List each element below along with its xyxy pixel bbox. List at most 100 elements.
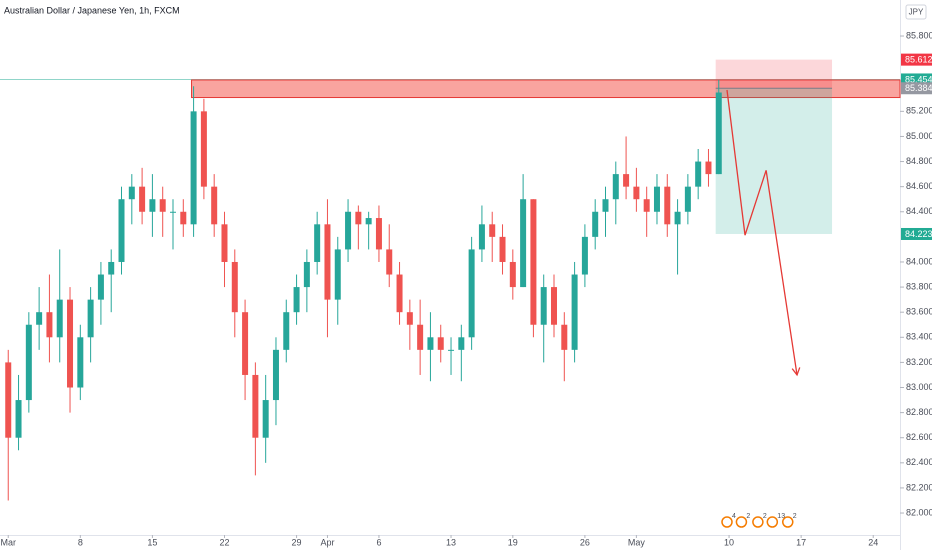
y-tick-label: 83.600 xyxy=(906,307,932,317)
candle-body xyxy=(499,236,506,262)
y-tick-label: 83.800 xyxy=(906,281,932,291)
resistance-zone xyxy=(191,79,901,99)
x-tick-label: Mar xyxy=(0,537,16,547)
candle-body xyxy=(448,349,455,351)
candle-body xyxy=(139,186,146,212)
candle-body xyxy=(97,274,104,300)
y-tick-label: 84.600 xyxy=(906,181,932,191)
y-tick-label: 82.000 xyxy=(906,507,932,517)
event-count: 13 xyxy=(777,513,785,520)
x-tick-label: 8 xyxy=(78,537,83,547)
event-icon[interactable] xyxy=(752,516,764,528)
candle-body xyxy=(345,211,352,250)
candle-body xyxy=(355,211,362,225)
candle-body xyxy=(530,199,537,325)
candle-body xyxy=(540,287,547,325)
candle-body xyxy=(180,211,187,225)
candle-body xyxy=(406,312,413,325)
y-tick-label: 83.200 xyxy=(906,357,932,367)
x-tick-label: 15 xyxy=(147,537,157,547)
candle-body xyxy=(108,261,115,275)
y-tick-label: 85.000 xyxy=(906,131,932,141)
candle-body xyxy=(571,274,578,350)
candle-body xyxy=(551,287,558,325)
candle-body xyxy=(211,186,218,225)
candle-body xyxy=(252,374,259,438)
candle-body xyxy=(520,199,527,288)
y-tick-label: 84.000 xyxy=(906,256,932,266)
candle-body xyxy=(623,174,630,187)
candle-body xyxy=(56,299,63,338)
candle-body xyxy=(283,312,290,350)
candle-body xyxy=(674,211,681,225)
candle-body xyxy=(643,199,650,212)
price-tag xyxy=(901,227,932,240)
candle-body xyxy=(231,261,238,313)
candle-body xyxy=(489,224,496,237)
candle-body xyxy=(478,224,485,250)
y-tick-label: 85.200 xyxy=(906,106,932,116)
event-count: 2 xyxy=(763,513,767,520)
candle-body xyxy=(293,287,300,313)
candle-body xyxy=(653,186,660,212)
candle-body xyxy=(684,186,691,212)
x-tick-label: 10 xyxy=(724,537,734,547)
candle-body xyxy=(77,337,84,388)
event-count: 2 xyxy=(793,513,797,520)
y-tick-label: 83.400 xyxy=(906,332,932,342)
candle-body xyxy=(417,324,424,350)
candle-body xyxy=(149,199,156,212)
price-tag xyxy=(901,82,932,95)
x-tick-label: May xyxy=(628,537,646,547)
price-tag-label: 85.454 xyxy=(905,74,932,84)
candle-body xyxy=(221,224,228,262)
x-tick-label: 13 xyxy=(446,537,456,547)
candle-body xyxy=(15,400,22,438)
candle-body xyxy=(169,211,176,213)
event-count: 4 xyxy=(732,513,736,520)
candle-body xyxy=(396,274,403,313)
stop-zone xyxy=(715,59,833,89)
y-tick-label: 84.800 xyxy=(906,156,932,166)
candle-body xyxy=(427,337,434,350)
event-icon[interactable] xyxy=(766,516,779,528)
candle-body xyxy=(46,312,53,338)
candle-body xyxy=(375,218,382,250)
candle-body xyxy=(386,249,393,275)
y-tick-label: 83.000 xyxy=(906,382,932,392)
price-tag xyxy=(901,53,932,66)
y-tick-label: 82.200 xyxy=(906,482,932,492)
chart-title: Australian Dollar / Japanese Yen, 1h, FX… xyxy=(4,5,180,15)
y-tick-label: 82.800 xyxy=(906,407,932,417)
event-icon[interactable] xyxy=(721,516,733,528)
candle-body xyxy=(262,400,269,438)
candle-body xyxy=(324,224,331,300)
candle-body xyxy=(715,92,722,175)
candle-body xyxy=(5,362,12,438)
y-tick-label: 82.400 xyxy=(906,457,932,467)
x-tick-label: 22 xyxy=(219,537,229,547)
candle-body xyxy=(36,312,43,325)
event-icon[interactable] xyxy=(782,516,794,528)
candle-body xyxy=(87,299,94,338)
y-tick-label: 85.800 xyxy=(906,30,932,40)
event-count: 2 xyxy=(746,513,750,520)
x-tick-label: Apr xyxy=(320,537,334,547)
candle-body xyxy=(118,199,125,262)
candle-body xyxy=(25,324,32,401)
currency-box[interactable] xyxy=(905,4,927,20)
price-tag-label: 84.223 xyxy=(905,229,932,239)
candle-body xyxy=(664,186,671,225)
currency[interactable]: JPY xyxy=(909,8,924,17)
candle-body xyxy=(314,224,321,262)
projection-path xyxy=(726,89,798,376)
x-tick-label: 6 xyxy=(376,537,381,547)
candle-body xyxy=(602,199,609,212)
candle-body xyxy=(592,211,599,237)
target-zone xyxy=(715,88,833,234)
event-icon[interactable] xyxy=(735,516,748,528)
candle-body xyxy=(365,218,372,225)
candle-body xyxy=(303,261,310,288)
candle-body xyxy=(272,349,279,401)
candle-body xyxy=(128,186,135,200)
